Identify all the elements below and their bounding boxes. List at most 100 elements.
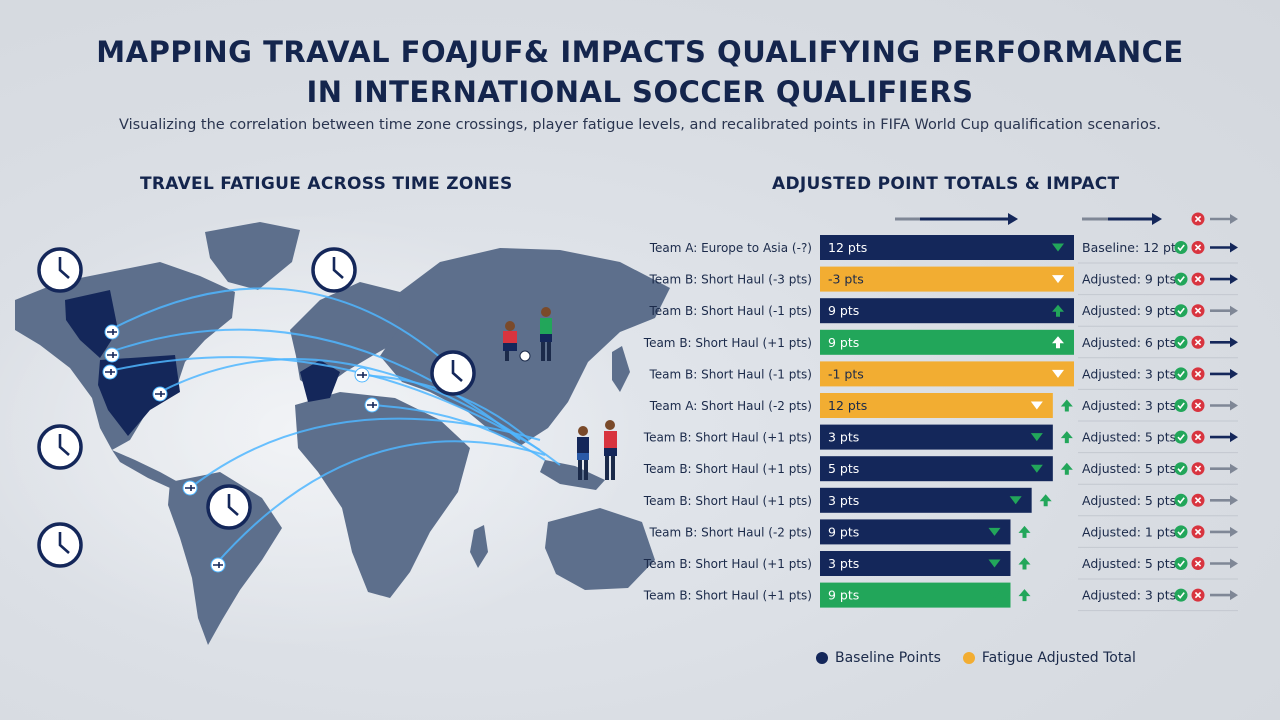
player-figures [503, 307, 617, 480]
check-icon [1174, 335, 1188, 349]
world-map [0, 210, 670, 650]
up-arrow-icon [1052, 336, 1064, 349]
up-trend-icon [1060, 462, 1073, 475]
bar-value-label: 3 pts [828, 556, 859, 571]
adjusted-total-label: Adjusted: 1 pts [1082, 524, 1176, 539]
check-icon [1174, 430, 1188, 444]
adjusted-total-label: Adjusted: 3 pts [1082, 588, 1176, 603]
bar-fatigue [820, 266, 1074, 292]
cross-icon [1191, 557, 1205, 570]
up-trend-icon [1018, 525, 1031, 538]
adjusted-total-label: Baseline: 12 pts [1082, 240, 1182, 255]
chart-row: Team B: Short Haul (-2 pts) 9 pts Adjusted… [649, 519, 1238, 548]
down-triangle-icon [988, 591, 1001, 600]
adjusted-total-label: Adjusted: 9 pts [1082, 272, 1176, 287]
clock-icons [37, 247, 476, 568]
adjusted-total-label: Adjusted: 5 pts [1082, 430, 1176, 445]
check-icon [1174, 462, 1188, 476]
bar-baseline [820, 424, 1053, 450]
bar-value-label: -3 pts [828, 272, 864, 287]
cross-icon [1191, 212, 1205, 226]
cross-icon [1191, 241, 1205, 254]
check-icon [1174, 304, 1188, 318]
bar-gain [820, 329, 1074, 355]
chart-row: Team A: Europe to Asia (-?) 12 pts Baselin… [649, 235, 1238, 264]
status-arrow-icon [1210, 463, 1238, 474]
legend-label-baseline: Baseline Points [835, 650, 941, 666]
check-icon [1174, 493, 1188, 507]
cross-icon [1191, 272, 1205, 286]
cross-icon [1191, 493, 1205, 507]
legend-item-baseline: Baseline Points [816, 650, 941, 666]
status-arrow-icon [1210, 337, 1238, 348]
chart-row: Team B: Short Haul (+1 pts) 3 pts Adjusted… [643, 424, 1238, 454]
travel-routes [104, 287, 561, 566]
chart-row: Team B: Short Haul (-1 pts) -1 pts Adjuste… [649, 361, 1238, 390]
cross-icon [1191, 304, 1205, 318]
check-icon [1174, 588, 1188, 602]
adjusted-total-label: Adjusted: 5 pts [1082, 461, 1176, 476]
cross-icon [1191, 462, 1205, 476]
up-trend-icon [1018, 557, 1031, 570]
header-gray-arrow-icon [1210, 214, 1238, 224]
down-triangle-icon [1030, 433, 1043, 442]
page-title: MAPPING TRAVAL FOAJUF& IMPACTS QUALIFYIN… [0, 32, 1280, 112]
adjusted-total-label: Adjusted: 3 pts [1082, 366, 1176, 381]
bar-baseline [820, 235, 1074, 260]
chart-row: Team B: Short Haul (-3 pts) -3 pts Adjuste… [649, 266, 1238, 296]
cross-icon [1191, 399, 1205, 412]
bar-value-label: 3 pts [828, 430, 859, 445]
bar-baseline [820, 519, 1011, 545]
bar-baseline [820, 456, 1053, 482]
status-arrow-icon [1210, 590, 1238, 601]
check-icon [1174, 525, 1188, 539]
bar-value-label: 9 pts [828, 335, 859, 350]
adjusted-total-label: Adjusted: 6 pts [1082, 335, 1176, 350]
check-icon [1174, 241, 1188, 254]
bar-value-label: 3 pts [828, 493, 859, 508]
chart-row: Team A: Short Haul (-2 pts) 12 pts Adjuste… [649, 393, 1238, 422]
legend-swatch-fatigue [962, 652, 975, 664]
down-triangle-icon [1052, 369, 1064, 378]
legend-swatch-baseline [816, 652, 828, 664]
check-icon [1174, 557, 1188, 570]
status-arrow-icon [1210, 400, 1238, 411]
status-arrow-icon [1210, 368, 1238, 379]
check-icon [1174, 399, 1188, 412]
chart-row: Team B: Short Haul (+1 pts) 3 pts Adjusted… [643, 487, 1238, 517]
bar-fatigue [820, 393, 1053, 418]
up-trend-icon [1018, 589, 1031, 602]
bar-gain [820, 582, 1011, 608]
legend-label-fatigue: Fatigue Adjusted Total [981, 650, 1136, 666]
adjusted-total-label: Adjusted: 9 pts [1082, 303, 1176, 318]
adjusted-total-label: Adjusted: 3 pts [1082, 398, 1176, 413]
bar-value-label: 9 pts [828, 588, 859, 603]
down-triangle-icon [1052, 275, 1064, 284]
up-trend-icon [1060, 431, 1073, 444]
chart-header-icons [895, 212, 1238, 226]
bar-value-label: -1 pts [828, 366, 864, 381]
legend-item-fatigue: Fatigue Adjusted Total [962, 650, 1136, 666]
chart-row: Team B: Short Haul (+1 pts) 9 pts Adjusted… [643, 329, 1238, 359]
bar-panel-title: ADJUSTED POINT TOTALS & IMPACT [772, 174, 1120, 194]
status-arrow-icon [1210, 495, 1238, 506]
cross-icon [1191, 588, 1205, 602]
up-trend-icon [1039, 494, 1052, 507]
bar-value-label: 12 pts [828, 398, 867, 413]
down-triangle-icon [1009, 496, 1022, 505]
check-icon [1174, 367, 1188, 381]
title-line-2: IN INTERNATIONAL SOCCER QUALIFIERS [306, 75, 974, 109]
highlighted-regions [65, 290, 340, 436]
bar-value-label: 9 pts [828, 303, 859, 318]
bar-baseline [820, 298, 1074, 324]
status-arrow-icon [1210, 432, 1238, 443]
chart-rows: Team A: Europe to Asia (-?) 12 pts Baselin… [643, 235, 1238, 612]
bar-baseline [820, 487, 1032, 513]
status-arrow-icon [1210, 305, 1238, 316]
bar-value-label: 5 pts [828, 461, 859, 476]
bar-value-label: 12 pts [828, 240, 867, 255]
check-icon [1174, 272, 1188, 286]
chart-row: Team B: Short Haul (+1 pts) 5 pts Adjusted… [643, 456, 1238, 485]
page-subtitle: Visualizing the correlation between time… [118, 117, 1162, 133]
bar-baseline [820, 551, 1011, 576]
